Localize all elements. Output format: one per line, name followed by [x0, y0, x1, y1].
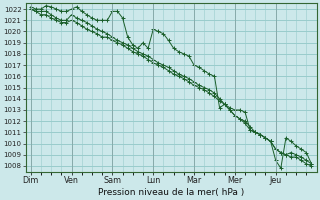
X-axis label: Pression niveau de la mer( hPa ): Pression niveau de la mer( hPa ): [98, 188, 244, 197]
